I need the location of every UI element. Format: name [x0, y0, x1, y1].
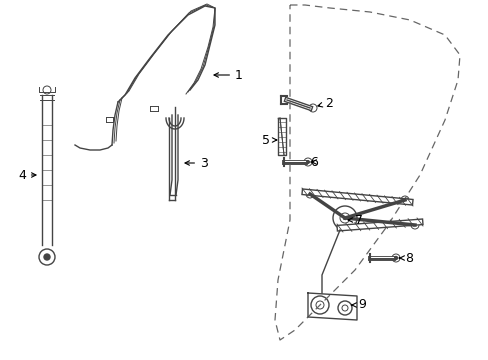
Text: 2: 2 — [317, 96, 332, 109]
Text: 5: 5 — [262, 134, 276, 147]
Circle shape — [394, 256, 397, 260]
Text: 1: 1 — [214, 68, 243, 81]
Circle shape — [44, 254, 50, 260]
Text: 6: 6 — [309, 156, 317, 168]
Text: 8: 8 — [399, 252, 412, 265]
Circle shape — [306, 161, 309, 163]
Text: 7: 7 — [347, 213, 362, 226]
Text: 3: 3 — [184, 157, 207, 170]
Text: 4: 4 — [18, 168, 36, 181]
Text: 9: 9 — [351, 298, 365, 311]
